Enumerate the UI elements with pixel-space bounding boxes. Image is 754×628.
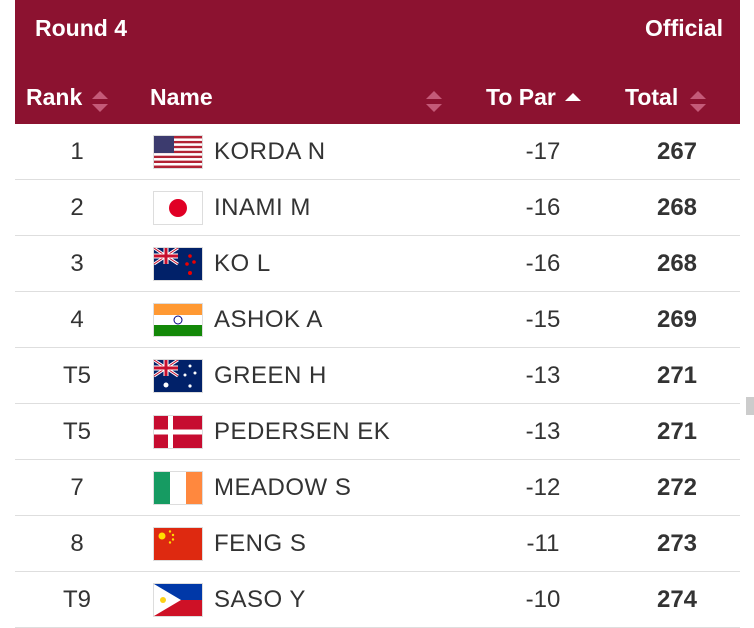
player-name: PEDERSEN EK — [214, 418, 391, 445]
flag — [154, 416, 202, 448]
table-row: T5 PEDERSEN EK -13 271 — [15, 404, 740, 460]
scroll-marker — [746, 397, 754, 415]
column-header[interactable]: Name — [150, 84, 213, 110]
sort-icon[interactable] — [689, 89, 707, 115]
total: 268 — [656, 194, 698, 221]
player-name: ASHOK A — [214, 306, 323, 333]
rank: 7 — [70, 474, 84, 501]
total: 271 — [656, 418, 698, 445]
rank: 3 — [70, 250, 84, 277]
to-par: -15 — [525, 306, 561, 333]
flag — [154, 304, 202, 336]
rank: T5 — [62, 362, 91, 389]
table-row: 3 KO L -16 268 — [15, 236, 740, 292]
player-name: INAMI M — [214, 194, 311, 221]
rank: T5 — [62, 418, 91, 445]
column-header[interactable]: Total — [625, 84, 679, 110]
rank: 1 — [70, 138, 84, 165]
player-name: GREEN H — [214, 362, 327, 389]
sort-icon[interactable] — [564, 89, 582, 115]
table-row: 2 INAMI M -16 268 — [15, 180, 740, 236]
flag — [154, 472, 202, 504]
table-row: T9 SASO Y -10 274 — [15, 572, 740, 628]
total: 267 — [656, 138, 698, 165]
rank: 2 — [70, 194, 84, 221]
flag — [154, 360, 202, 392]
table-row: 4 ASHOK A -15 269 — [15, 292, 740, 348]
to-par: -13 — [525, 418, 561, 445]
player-name: KORDA N — [214, 138, 326, 165]
total: 273 — [656, 530, 698, 557]
flag — [154, 192, 202, 224]
column-header[interactable]: To Par — [486, 84, 556, 110]
rank: T9 — [62, 586, 91, 613]
to-par: -16 — [525, 250, 561, 277]
sort-icon[interactable] — [91, 89, 109, 115]
player-name: SASO Y — [214, 586, 306, 613]
header: Round 4 Official Rank Name To Par Total — [15, 0, 740, 124]
flag — [154, 248, 202, 280]
to-par: -10 — [525, 586, 561, 613]
flag — [154, 528, 202, 560]
leaderboard: Round 4 Official Rank Name To Par Total … — [15, 0, 740, 628]
status: Official — [645, 15, 723, 41]
player-name: MEADOW S — [214, 474, 352, 501]
to-par: -13 — [525, 362, 561, 389]
to-par: -11 — [526, 530, 560, 557]
to-par: -17 — [525, 138, 561, 165]
round-title: Round 4 — [35, 15, 127, 41]
page: Round 4 Official Rank Name To Par Total … — [15, 0, 754, 628]
sort-icon[interactable] — [425, 89, 443, 115]
table-row: 7 MEADOW S -12 272 — [15, 460, 740, 516]
player-name: KO L — [214, 250, 271, 277]
flag — [154, 584, 202, 616]
player-name: FENG S — [214, 530, 307, 557]
table-row: 1 KORDA N -17 267 — [15, 124, 740, 180]
column-header[interactable]: Rank — [26, 84, 83, 110]
flag — [154, 136, 202, 168]
to-par: -16 — [525, 194, 561, 221]
table-row: T5 GREEN H -13 271 — [15, 348, 740, 404]
to-par: -12 — [525, 474, 561, 501]
total: 269 — [656, 306, 698, 333]
total: 274 — [656, 586, 698, 613]
table-row: 8 FENG S -11 273 — [15, 516, 740, 572]
rank: 4 — [70, 306, 84, 333]
rank: 8 — [70, 530, 84, 557]
total: 268 — [656, 250, 698, 277]
total: 272 — [656, 474, 698, 501]
total: 271 — [656, 362, 698, 389]
